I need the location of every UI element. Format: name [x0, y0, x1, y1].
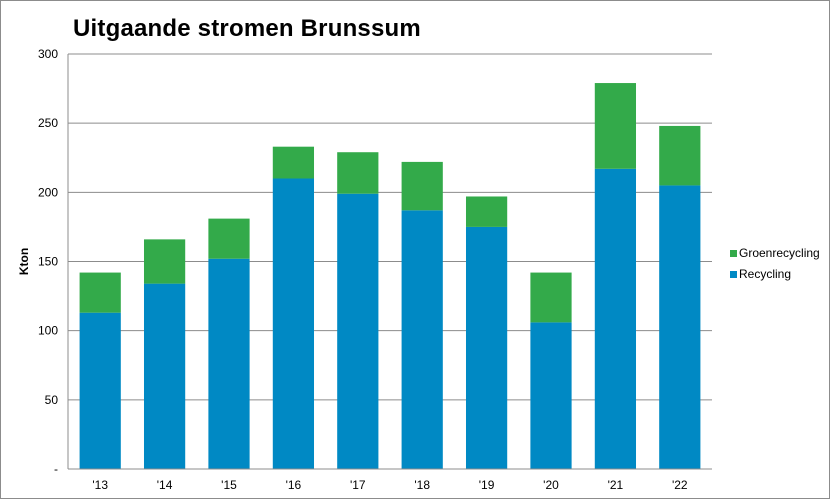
bar-recycling-5 — [401, 210, 443, 470]
y-tick-label: 200 — [38, 185, 58, 199]
y-tick-labels: - 50 100 150 200 250 300 — [38, 47, 58, 476]
x-tick-label: '18 — [414, 478, 430, 492]
legend-label-groenrecycling: Groenrecycling — [739, 246, 820, 260]
chart-title: Uitgaande stromen Brunssum — [73, 15, 421, 42]
bar-recycling-9 — [659, 185, 701, 469]
y-tick-label: 50 — [45, 393, 59, 407]
y-tick-label: 150 — [38, 255, 58, 269]
bar-groenrecycling-4 — [337, 152, 379, 194]
bar-recycling-8 — [594, 168, 637, 470]
x-tick-label: '14 — [157, 478, 173, 492]
x-tick-label: '13 — [92, 478, 108, 492]
x-tick-label: '17 — [350, 478, 366, 492]
bar-groenrecycling-8 — [594, 83, 637, 169]
bar-groenrecycling-3 — [272, 146, 315, 179]
y-tick-label: 300 — [38, 47, 58, 61]
bar-recycling-0 — [79, 312, 121, 469]
bar-groenrecycling-9 — [659, 125, 701, 186]
x-tick-label: '16 — [286, 478, 302, 492]
bar-recycling-7 — [530, 322, 572, 469]
bars — [79, 83, 701, 470]
bar-groenrecycling-0 — [79, 272, 121, 313]
legend: Groenrecycling Recycling — [730, 246, 820, 281]
bar-recycling-4 — [337, 193, 379, 469]
y-axis-label: Kton — [17, 248, 31, 275]
axes — [67, 54, 712, 470]
x-tick-labels: '13 '14 '15 '16 '17 '18 '19 '20 '21 '22 — [92, 478, 688, 492]
bar-groenrecycling-6 — [465, 196, 508, 227]
x-tick-label: '19 — [479, 478, 495, 492]
y-tick-label: 100 — [38, 324, 58, 338]
bar-recycling-6 — [465, 226, 508, 469]
bar-recycling-2 — [208, 258, 250, 469]
legend-swatch-recycling — [730, 271, 737, 278]
bar-recycling-1 — [143, 283, 186, 469]
bar-groenrecycling-1 — [143, 239, 186, 284]
legend-label-recycling: Recycling — [739, 267, 791, 281]
bar-groenrecycling-5 — [401, 161, 443, 211]
bar-groenrecycling-2 — [208, 218, 250, 259]
y-tick-label: - — [54, 462, 58, 476]
x-tick-label: '15 — [221, 478, 237, 492]
x-tick-label: '22 — [672, 478, 688, 492]
legend-swatch-groenrecycling — [730, 250, 737, 257]
x-tick-label: '21 — [608, 478, 624, 492]
bar-recycling-3 — [272, 178, 315, 469]
y-tick-label: 250 — [38, 116, 58, 130]
x-tick-label: '20 — [543, 478, 559, 492]
bar-groenrecycling-7 — [530, 272, 572, 323]
